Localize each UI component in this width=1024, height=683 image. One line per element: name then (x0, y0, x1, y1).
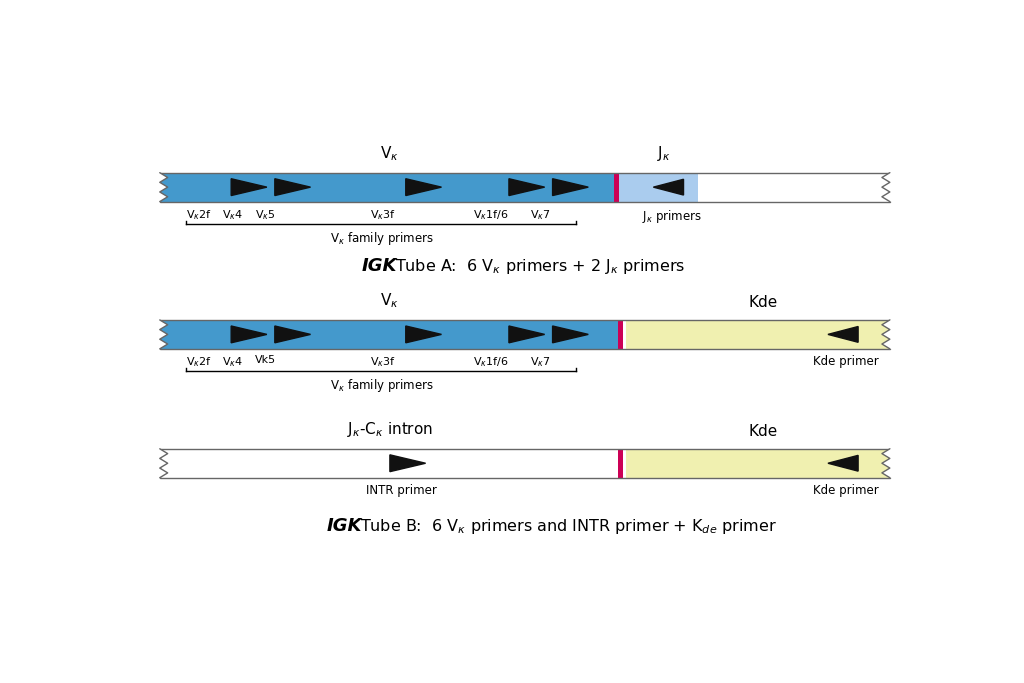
Polygon shape (274, 179, 310, 195)
Text: J$_\kappa$ primers: J$_\kappa$ primers (642, 208, 701, 225)
Text: J$_\kappa$: J$_\kappa$ (656, 144, 671, 163)
Text: V$_{\kappa}$4: V$_{\kappa}$4 (221, 355, 243, 369)
Text: V$_{\kappa}$4: V$_{\kappa}$4 (221, 208, 243, 222)
Text: Vk5: Vk5 (255, 355, 276, 365)
Polygon shape (509, 326, 545, 343)
Text: V$_{\kappa}$2f: V$_{\kappa}$2f (186, 355, 212, 369)
Bar (160, 320, 890, 349)
Text: V$_{\kappa}$5: V$_{\kappa}$5 (255, 208, 275, 222)
Polygon shape (882, 448, 898, 479)
Polygon shape (231, 326, 267, 343)
Polygon shape (882, 171, 898, 203)
Polygon shape (553, 326, 588, 343)
Bar (626, 320, 890, 349)
Text: Tube A:  6 V$_\kappa$ primers + 2 J$_\kappa$ primers: Tube A: 6 V$_\kappa$ primers + 2 J$_\kap… (395, 257, 685, 276)
Text: Kde primer: Kde primer (813, 355, 879, 368)
Polygon shape (406, 326, 441, 343)
Text: V$_{\kappa}$7: V$_{\kappa}$7 (530, 355, 551, 369)
Text: Kde: Kde (749, 296, 777, 311)
Bar (160, 449, 626, 477)
Text: V$_\kappa$: V$_\kappa$ (381, 292, 399, 311)
Text: IGK: IGK (327, 517, 361, 535)
Bar (160, 173, 890, 201)
Polygon shape (406, 179, 441, 195)
Text: Tube B:  6 V$_\kappa$ primers and INTR primer + K$_{de}$ primer: Tube B: 6 V$_\kappa$ primers and INTR pr… (359, 517, 776, 536)
Polygon shape (828, 456, 858, 471)
Text: V$_{\kappa}$1f/6: V$_{\kappa}$1f/6 (473, 208, 509, 222)
Bar (160, 449, 890, 477)
Bar (613, 173, 620, 201)
Text: J$_\kappa$-C$_\kappa$ intron: J$_\kappa$-C$_\kappa$ intron (347, 420, 433, 439)
Polygon shape (553, 179, 588, 195)
Polygon shape (152, 448, 168, 479)
Text: Kde: Kde (749, 424, 777, 439)
Text: V$_{\kappa}$3f: V$_{\kappa}$3f (370, 355, 396, 369)
Polygon shape (152, 171, 168, 203)
Polygon shape (152, 319, 168, 350)
Polygon shape (828, 326, 858, 342)
Text: IGK: IGK (362, 257, 397, 275)
Polygon shape (653, 179, 684, 195)
Text: INTR primer: INTR primer (367, 484, 437, 497)
Polygon shape (390, 455, 426, 472)
Bar (617, 320, 624, 349)
Text: V$_\kappa$: V$_\kappa$ (381, 145, 399, 163)
Bar (617, 449, 624, 477)
Text: V$_{\kappa}$2f: V$_{\kappa}$2f (186, 208, 212, 222)
Polygon shape (509, 179, 545, 195)
Text: V$_\kappa$ family primers: V$_\kappa$ family primers (330, 230, 434, 247)
Bar (616, 173, 697, 201)
Polygon shape (274, 326, 310, 343)
Text: V$_\kappa$ family primers: V$_\kappa$ family primers (330, 377, 434, 394)
Polygon shape (882, 319, 898, 350)
Bar (160, 173, 616, 201)
Text: V$_{\kappa}$1f/6: V$_{\kappa}$1f/6 (473, 355, 509, 369)
Bar (697, 173, 890, 201)
Text: V$_{\kappa}$7: V$_{\kappa}$7 (530, 208, 551, 222)
Bar (626, 449, 890, 477)
Text: V$_{\kappa}$3f: V$_{\kappa}$3f (370, 208, 396, 222)
Polygon shape (231, 179, 267, 195)
Bar (160, 320, 620, 349)
Text: Kde primer: Kde primer (813, 484, 879, 497)
